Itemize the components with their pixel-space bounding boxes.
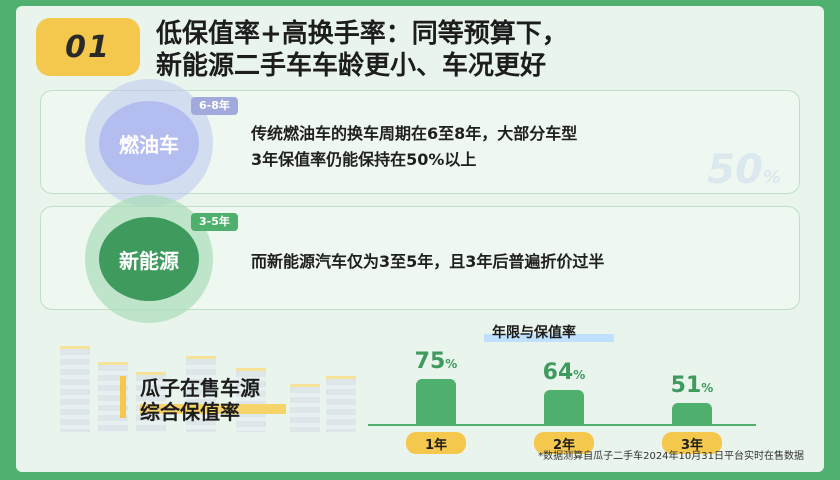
promo-text: 瓜子在售车源 综合保值率 [140,376,260,424]
decorative-bar [136,372,166,432]
ev-label: 新能源 [99,217,199,301]
fuel-car-card: 50% 燃油车 6-8年 传统燃油车的换车周期在6至8年，大部分车型 3年保值率… [40,79,800,207]
fuel-car-label: 燃油车 [99,101,199,185]
fuel-car-description-line-2: 3年保值率仍能保持在50%以上 [251,150,477,169]
ev-card: 新能源 3-5年 而新能源汽车仅为3至5年，且3年后普遍折价过半 [40,195,800,323]
footnote: *数据测算自瓜子二手车2024年10月31日平台实时在售数据 [538,451,804,462]
chart-value-label: 75% [414,349,458,374]
decorative-bar [60,346,90,432]
decorative-bars [60,336,360,432]
chart-title: 年限与保值率 [492,325,576,341]
infographic-page: 01 低保值率+高换手率：同等预算下， 新能源二手车车龄更小、车况更好 50% … [16,6,824,472]
fuel-car-description: 传统燃油车的换车周期在6至8年，大部分车型 3年保值率仍能保持在50%以上 [251,121,577,173]
chart-bar [672,403,712,424]
decorative-bar [326,376,356,432]
decorative-bar [236,368,266,432]
promo-accent-bar [120,376,126,418]
chart-category-label: 2年 [534,432,594,454]
promo-line-1: 瓜子在售车源 [140,376,260,400]
promo-line-2: 综合保值率 [140,400,240,424]
chart-category-label: 3年 [662,432,722,454]
retention-bar-chart: 75% 1年 64% 2年 51% 3年 [356,336,756,456]
chart-bar [416,379,456,424]
ev-age-tag: 3-5年 [191,213,238,231]
promo-underline [140,404,286,414]
decorative-bar [186,356,216,432]
chart-value-label: 51% [670,373,714,398]
headline-line-1: 低保值率+高换手率：同等预算下， [156,19,568,49]
chart-title-highlight [484,334,614,342]
headline: 低保值率+高换手率：同等预算下， 新能源二手车车龄更小、车况更好 [156,18,806,82]
fuel-car-age-tag: 6-8年 [191,97,238,115]
decorative-bar [290,384,320,432]
headline-line-2: 新能源二手车车龄更小、车况更好 [156,51,547,81]
ev-description: 而新能源汽车仅为3至5年，且3年后普遍折价过半 [251,252,605,271]
chart-baseline [368,424,756,426]
percent-watermark: 50% [707,147,781,193]
chart-value-label: 64% [542,360,586,385]
chart-bar [544,390,584,424]
chart-category-label: 1年 [406,432,466,454]
section-number-badge: 01 [36,18,140,76]
fuel-car-description-line-1: 传统燃油车的换车周期在6至8年，大部分车型 [251,124,578,143]
